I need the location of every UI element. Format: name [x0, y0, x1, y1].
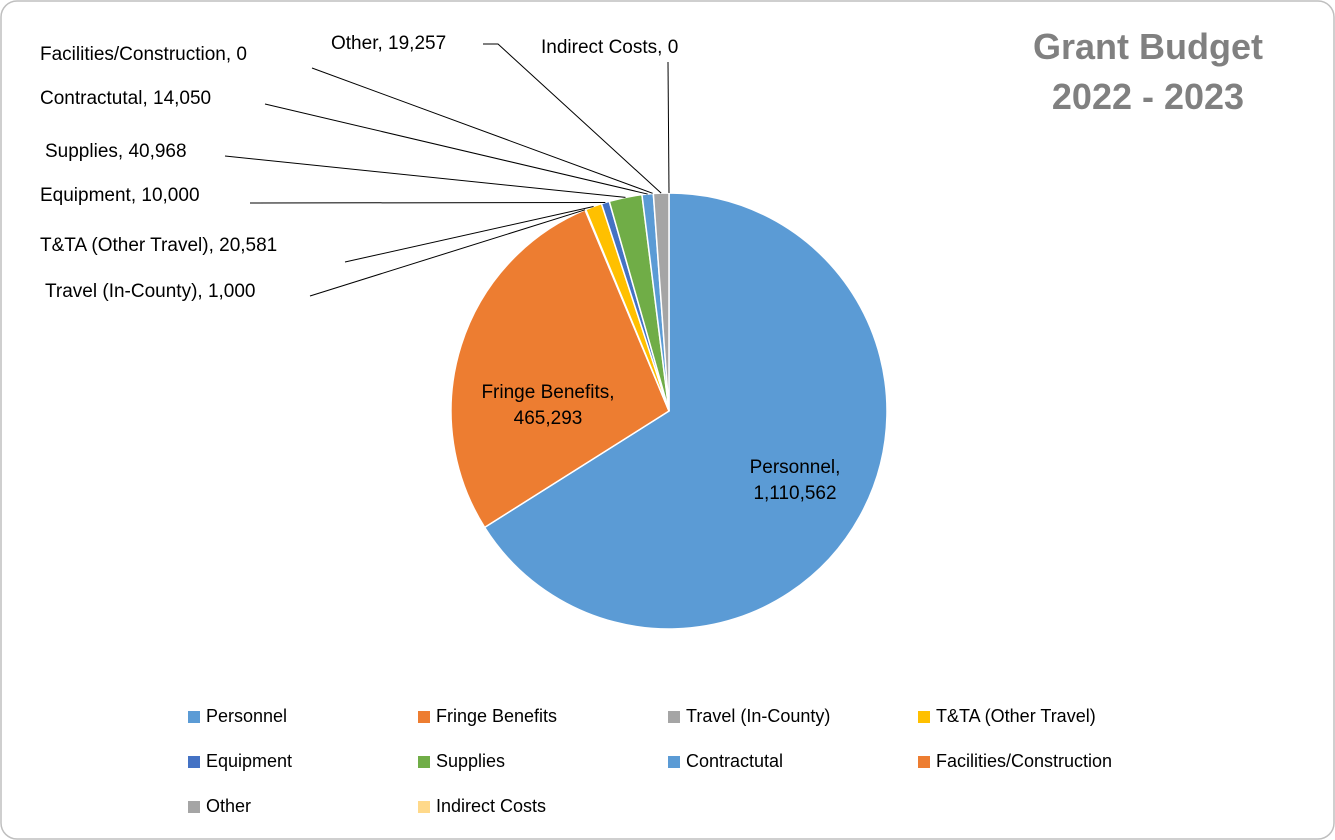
- data-label: Travel (In-County), 1,000: [45, 281, 256, 302]
- legend-swatch: [418, 801, 430, 813]
- data-label: T&TA (Other Travel), 20,581: [40, 235, 277, 256]
- data-label: Equipment, 10,000: [40, 185, 200, 206]
- data-label: Fringe Benefits, 465,293: [481, 382, 615, 429]
- data-label: Facilities/Construction, 0: [40, 44, 247, 65]
- leader-line: [309, 209, 586, 297]
- legend-label: T&TA (Other Travel): [936, 706, 1096, 726]
- pie-slice: [483, 192, 888, 630]
- legend-swatch: [418, 756, 430, 768]
- legend-label: Contractutal: [686, 751, 783, 771]
- leader-line: [249, 201, 606, 204]
- legend-label: Equipment: [206, 751, 292, 771]
- legend-swatch: [918, 756, 930, 768]
- legend-label: Fringe Benefits: [436, 706, 557, 726]
- leader-line: [667, 61, 670, 194]
- data-label: Supplies, 40,968: [45, 141, 187, 162]
- legend-label: Indirect Costs: [436, 796, 546, 816]
- chart-title: Grant Budget 2022 - 2023: [1033, 26, 1263, 117]
- legend-swatch: [668, 711, 680, 723]
- legend-swatch: [918, 711, 930, 723]
- data-label: Personnel, 1,110,562: [749, 457, 841, 504]
- legend-swatch: [418, 711, 430, 723]
- legend-label: Travel (In-County): [686, 706, 830, 726]
- leader-line: [264, 103, 648, 195]
- legend-swatch: [188, 711, 200, 723]
- legend-label: Other: [206, 796, 251, 816]
- leader-line: [483, 43, 662, 194]
- data-label: Other, 19,257: [331, 33, 446, 54]
- leader-line: [224, 155, 626, 198]
- data-label: Indirect Costs, 0: [541, 37, 678, 58]
- leader-line: [344, 205, 594, 263]
- leader-line: [311, 67, 654, 195]
- legend-label: Personnel: [206, 706, 287, 726]
- legend-swatch: [188, 756, 200, 768]
- data-label: Contractutal, 14,050: [40, 88, 211, 109]
- legend-label: Facilities/Construction: [936, 751, 1112, 771]
- legend-label: Supplies: [436, 751, 505, 771]
- pie-slice: [450, 208, 670, 529]
- legend-swatch: [188, 801, 200, 813]
- legend-swatch: [668, 756, 680, 768]
